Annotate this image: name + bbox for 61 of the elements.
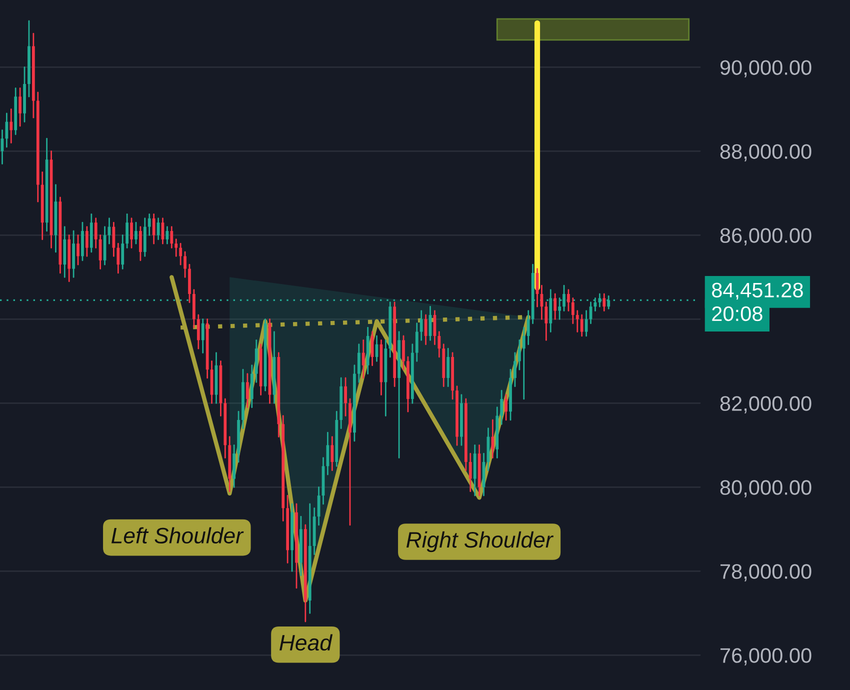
candlestick <box>526 310 530 346</box>
candlestick <box>491 419 494 458</box>
candlestick <box>438 331 441 358</box>
candlestick <box>76 234 80 266</box>
candlestick <box>571 297 574 324</box>
annotation: Head <box>280 634 333 651</box>
candlestick <box>500 390 504 425</box>
candlestick <box>174 238 178 257</box>
candlestick <box>166 226 169 244</box>
candlestick <box>138 226 142 262</box>
candlestick <box>170 226 174 248</box>
candlestick <box>514 352 516 388</box>
candlestick <box>504 394 508 421</box>
candlestick <box>580 314 584 337</box>
candlestick <box>148 213 151 236</box>
y-tick-label: 82,000.00 <box>720 396 812 414</box>
candlestick <box>201 318 204 354</box>
candlestick <box>152 213 156 244</box>
candlestick <box>567 289 570 312</box>
candlestick <box>584 310 588 337</box>
candlestick <box>576 310 579 332</box>
annotation: Right Shoulder <box>406 531 554 552</box>
y-tick-label: 90,000.00 <box>720 60 812 78</box>
candlestick <box>196 314 200 350</box>
candlestick <box>544 302 548 341</box>
candlestick <box>18 87 22 127</box>
ref-line-label: 84,451.28 <box>712 282 803 300</box>
candlestick <box>85 226 88 257</box>
candlestick <box>468 452 472 492</box>
candlestick <box>402 335 405 370</box>
candlestick <box>330 436 334 472</box>
candlestick <box>179 242 182 266</box>
candlestick <box>116 242 120 274</box>
candlestick <box>518 339 521 370</box>
candlestick <box>112 222 116 257</box>
candlestick <box>522 326 526 400</box>
candlestick <box>357 344 360 383</box>
candlestick <box>94 218 98 248</box>
candlestick <box>5 112 8 148</box>
candlestick <box>121 234 124 270</box>
candlestick <box>126 213 129 248</box>
candlestick <box>602 293 606 312</box>
y-tick-label: 88,000.00 <box>720 144 812 162</box>
candlestick <box>554 293 557 320</box>
candlestick <box>446 348 450 388</box>
candlestick <box>344 377 347 416</box>
candlestick <box>420 310 423 341</box>
candlestick <box>134 222 138 244</box>
candlestick <box>184 251 186 278</box>
y-tick-label: 86,000.00 <box>720 228 812 246</box>
text: 20:08 <box>712 306 762 322</box>
candlestick <box>415 322 418 362</box>
candlestick <box>98 234 102 270</box>
candlestick <box>130 218 133 248</box>
candlestick <box>246 373 249 408</box>
y-tick-label: 78,000.00 <box>720 564 812 582</box>
annotation: Left Shoulder <box>111 527 244 544</box>
candlestick <box>362 339 365 379</box>
y-tick-label: 80,000.00 <box>720 480 812 498</box>
y-tick-label: 76,000.00 <box>720 648 812 666</box>
candlestick <box>10 108 13 144</box>
